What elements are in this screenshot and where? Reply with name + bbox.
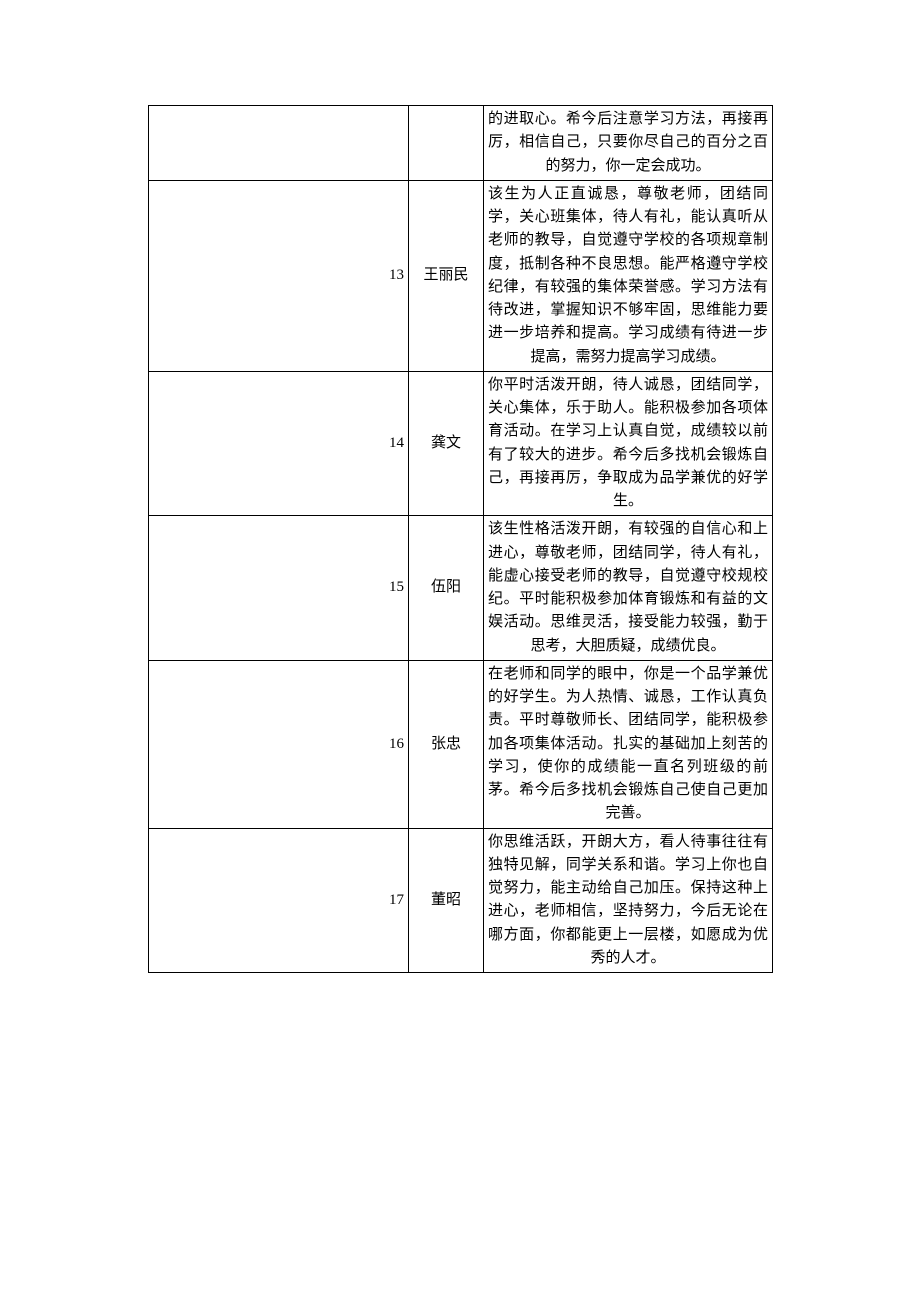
cell-name: 董昭 [409, 828, 484, 973]
table-row: 14 龚文 你平时活泼开朗，待人诚恳，团结同学，关心集体，乐于助人。能积极参加各… [149, 371, 773, 516]
table-row: 的进取心。希今后注意学习方法，再接再厉，相信自己，只要你尽自己的百分之百的努力，… [149, 106, 773, 181]
table-row: 16 张忠 在老师和同学的眼中，你是一个品学兼优的好学生。为人热情、诚恳，工作认… [149, 660, 773, 828]
cell-number: 15 [149, 516, 409, 661]
cell-comment: 该生为人正直诚恳，尊敬老师，团结同学，关心班集体，待人有礼，能认真听从老师的教导… [484, 180, 773, 371]
cell-number: 17 [149, 828, 409, 973]
cell-number: 16 [149, 660, 409, 828]
table-row: 15 伍阳 该生性格活泼开朗，有较强的自信心和上进心，尊敬老师，团结同学，待人有… [149, 516, 773, 661]
cell-name [409, 106, 484, 181]
cell-comment: 你思维活跃，开朗大方，看人待事往往有独特见解，同学关系和谐。学习上你也自觉努力，… [484, 828, 773, 973]
cell-number: 13 [149, 180, 409, 371]
cell-name: 龚文 [409, 371, 484, 516]
cell-comment: 该生性格活泼开朗，有较强的自信心和上进心，尊敬老师，团结同学，待人有礼，能虚心接… [484, 516, 773, 661]
student-comments-table: 的进取心。希今后注意学习方法，再接再厉，相信自己，只要你尽自己的百分之百的努力，… [148, 105, 773, 973]
cell-number [149, 106, 409, 181]
cell-comment: 的进取心。希今后注意学习方法，再接再厉，相信自己，只要你尽自己的百分之百的努力，… [484, 106, 773, 181]
cell-name: 张忠 [409, 660, 484, 828]
cell-name: 王丽民 [409, 180, 484, 371]
table-row: 13 王丽民 该生为人正直诚恳，尊敬老师，团结同学，关心班集体，待人有礼，能认真… [149, 180, 773, 371]
cell-comment: 你平时活泼开朗，待人诚恳，团结同学，关心集体，乐于助人。能积极参加各项体育活动。… [484, 371, 773, 516]
cell-comment: 在老师和同学的眼中，你是一个品学兼优的好学生。为人热情、诚恳，工作认真负责。平时… [484, 660, 773, 828]
table-row: 17 董昭 你思维活跃，开朗大方，看人待事往往有独特见解，同学关系和谐。学习上你… [149, 828, 773, 973]
cell-number: 14 [149, 371, 409, 516]
cell-name: 伍阳 [409, 516, 484, 661]
